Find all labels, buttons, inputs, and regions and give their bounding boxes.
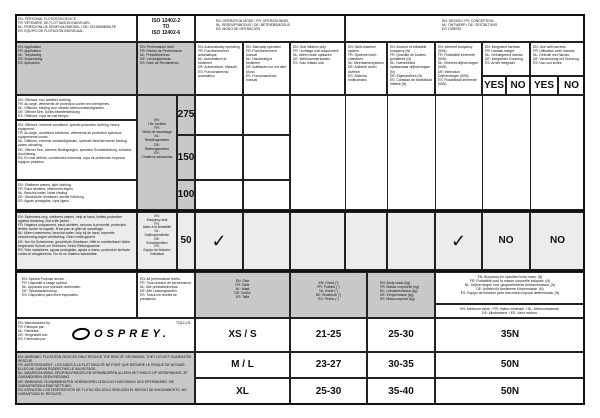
chest-header: EN: Chest (") FR: Poitrine (") NL: Borst…	[290, 272, 367, 318]
pfd-title: EN: PERSONAL FLOTATION DEVICE FR: VÊTEME…	[15, 14, 137, 42]
warning-text: EN: WARNING: FLOTATION DEVICES ONLY REDU…	[15, 352, 195, 405]
buoyancy-aids-label: EN: Buoyancy aids FR: Aides à la flottab…	[137, 212, 177, 270]
chest-m-l: 23-27	[290, 352, 367, 378]
inherent-buoyancy-header: EN: Inherent buoyancy (50N) FR: Flottabi…	[435, 42, 482, 95]
use-harness-value: NO	[530, 212, 585, 270]
operation-mode-header: EN: OPERATION MODE / FR: OPÉRATIONNEL NL…	[195, 14, 345, 42]
cell	[290, 95, 585, 210]
application-100: EN: Sheltered waters, light clothing. FR…	[15, 180, 137, 210]
size-xl: XL	[195, 378, 290, 405]
osprey-logo-icon	[70, 326, 92, 342]
logo-text: OSPREY.	[94, 328, 170, 340]
cell	[195, 180, 243, 210]
cell	[195, 135, 243, 180]
harness-yes: YES	[530, 76, 558, 95]
cell	[243, 212, 290, 270]
cell	[243, 180, 290, 210]
design-header: EN: DESIGN / FR: CONCEPTION NL: ONTWERP …	[345, 14, 585, 42]
size-header: EN: Size FR: Taille NL: Maat DE: Größe E…	[195, 272, 290, 318]
mass-xl: 35-40	[367, 378, 435, 405]
use-with-harness-header: EN: Use with harness. FR: Utilisation av…	[530, 42, 585, 76]
application-header: EN: Application FR: Application NL: Toep…	[15, 42, 137, 95]
cell	[345, 212, 387, 270]
iso-standard: ISO 12402-2 TO ISO 12402-6	[137, 14, 195, 42]
auto-operating-check-icon: ✓	[195, 212, 243, 270]
size-m-l: M / L	[195, 352, 290, 378]
cell	[387, 212, 435, 270]
buoyancy-m-l: 50N	[435, 352, 585, 378]
level-50: 50	[177, 212, 195, 270]
performance-level-header: EN: Performance level FR: Niveau de Perf…	[137, 42, 195, 95]
body-mass-header: EN: Body mass (kg) FR: Masse corporelle …	[367, 272, 435, 318]
integrated-yes: YES	[482, 76, 506, 95]
integrated-harness-header: EN: Integrated harness FR: Harnais intég…	[482, 42, 530, 76]
osprey-logo: OSPREY.	[70, 326, 170, 342]
application-150: EN: Offshore, extreme conditions, specia…	[15, 120, 137, 180]
product-code: TQ12-LTL	[176, 321, 192, 325]
level-275: 275	[177, 95, 195, 135]
application-275: EN: Offshore, foul weather clothing. FR:…	[15, 95, 137, 120]
minimum-value-note: EN: Minimum value. / FR: Valeur minimale…	[435, 304, 585, 318]
mass-xs-s: 25-30	[367, 318, 435, 352]
cell	[195, 95, 243, 135]
integrated-no: NO	[506, 76, 530, 95]
buoyancy-header: EN: Buoyancy for specified body mass. (N…	[435, 272, 585, 304]
chest-xl: 25-30	[290, 378, 367, 405]
oral-inflation-header: EN: Oral inflation only FR: Gonflage ora…	[290, 42, 345, 95]
buoyancy-xs-s: 35N	[435, 318, 585, 352]
mass-m-l: 30-35	[367, 352, 435, 378]
cell	[290, 212, 345, 270]
manual-operated-header: EN: Manually operated FR: Fonctionnement…	[243, 42, 290, 95]
size-xs-s: XS / S	[195, 318, 290, 352]
auto-operating-header: EN: Automatically operating FR: Fonction…	[195, 42, 243, 95]
life-jackets-label: EN: Life Jackets FR: Gilets de sauvetage…	[137, 95, 177, 210]
buoyancy-xl: 50N	[435, 378, 585, 405]
inflatable-buoyancy-header: EN: Amount of inflatable buoyancy (N) FR…	[387, 42, 435, 95]
application-50: EN: Swimmers only, sheltered waters, hel…	[15, 212, 137, 270]
cell	[243, 95, 290, 135]
inherent-buoyancy-check-icon: ✓	[435, 212, 482, 270]
cell	[243, 135, 290, 180]
level-100: 100	[177, 180, 195, 210]
multi-chamber-header: EN: Multi-chamber system FR: Système mul…	[345, 42, 387, 95]
integrated-harness-value: NO	[482, 212, 530, 270]
harness-no: NO	[558, 76, 585, 95]
special-purpose-text: EN: Special Purpose device. FR: Disposit…	[15, 272, 137, 318]
all-levels-text: EN: All performance levels. FR: Tous niv…	[137, 272, 195, 318]
chest-xs-s: 21-25	[290, 318, 367, 352]
level-150: 150	[177, 135, 195, 180]
